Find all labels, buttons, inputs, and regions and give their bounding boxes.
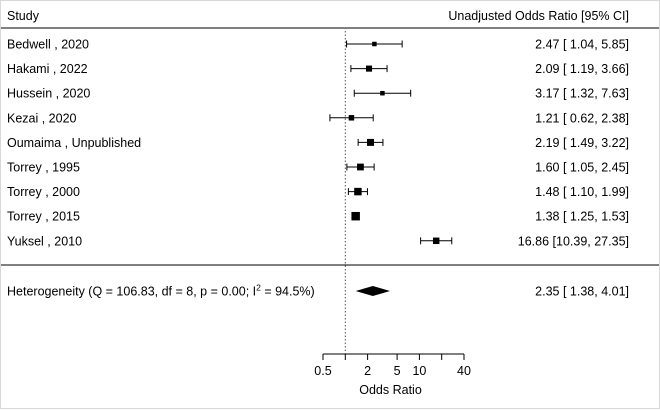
study-row: Torrey , 2000 1.48 [ 1.10, 1.99]	[7, 185, 629, 199]
heterogeneity-text: Heterogeneity (Q = 106.83, df = 8, p = 0…	[7, 285, 256, 299]
estimate-column-header: Unadjusted Odds Ratio [95% CI]	[448, 9, 629, 23]
study-name: Hakami , 2022	[7, 62, 88, 76]
study-estimate-label: 3.17 [ 1.32, 7.63]	[535, 87, 629, 101]
i-squared-superscript: 2	[256, 283, 261, 293]
point-estimate-square	[348, 115, 355, 121]
point-estimate-square	[372, 41, 377, 47]
study-row: Torrey , 2015 1.38 [ 1.25, 1.53]	[7, 210, 629, 224]
study-name: Hussein , 2020	[7, 87, 90, 101]
study-name: Torrey , 1995	[7, 161, 80, 175]
study-name: Torrey , 2015	[7, 210, 80, 224]
study-row: Kezai , 2020 1.21 [ 0.62, 2.38]	[7, 111, 629, 125]
x-axis-tick-label: 40	[457, 364, 471, 378]
study-estimate-label: 2.47 [ 1.04, 5.85]	[535, 38, 629, 52]
study-estimate-label: 2.19 [ 1.49, 3.22]	[535, 136, 629, 150]
summary-row: Heterogeneity (Q = 106.83, df = 8, p = 0…	[7, 283, 629, 299]
x-axis-tick-label: 0.5	[314, 364, 331, 378]
x-axis-tick-label: 2	[364, 364, 371, 378]
study-row: Yuksel , 2010 16.86 [10.39, 27.35]	[7, 234, 629, 248]
heterogeneity-label: Heterogeneity (Q = 106.83, df = 8, p = 0…	[7, 283, 315, 299]
study-rows: Bedwell , 2020 2.47 [ 1.04, 5.85] Hakami ,…	[7, 38, 629, 249]
summary-diamond	[355, 286, 390, 296]
study-name: Kezai , 2020	[7, 111, 77, 125]
study-estimate-label: 1.21 [ 0.62, 2.38]	[535, 111, 629, 125]
point-estimate-square	[380, 90, 385, 96]
point-estimate-square	[365, 65, 373, 72]
heterogeneity-text-end: = 94.5%)	[261, 285, 315, 299]
study-row: Torrey , 1995 1.60 [ 1.05, 2.45]	[7, 161, 629, 175]
study-estimate-label: 16.86 [10.39, 27.35]	[518, 234, 629, 248]
study-estimate-label: 2.09 [ 1.19, 3.66]	[535, 62, 629, 76]
study-row: Bedwell , 2020 2.47 [ 1.04, 5.85]	[7, 38, 629, 52]
x-axis-tick-label: 5	[394, 364, 401, 378]
point-estimate-square	[354, 187, 362, 196]
study-estimate-label: 1.48 [ 1.10, 1.99]	[535, 185, 629, 199]
summary-estimate-label: 2.35 [ 1.38, 4.01]	[535, 285, 629, 299]
study-row: Hussein , 2020 3.17 [ 1.32, 7.63]	[7, 87, 629, 101]
x-axis: 0.5 2 5 10 40 Odds Ratio	[314, 353, 471, 397]
study-name: Bedwell , 2020	[7, 38, 89, 52]
study-name: Oumaima , Unpublished	[7, 136, 141, 150]
point-estimate-square	[351, 211, 360, 221]
study-estimate-label: 1.38 [ 1.25, 1.53]	[535, 210, 629, 224]
point-estimate-square	[367, 138, 375, 146]
x-axis-label: Odds Ratio	[359, 383, 422, 397]
study-estimate-label: 1.60 [ 1.05, 2.45]	[535, 161, 629, 175]
study-name: Torrey , 2000	[7, 185, 80, 199]
study-column-header: Study	[7, 9, 40, 23]
study-name: Yuksel , 2010	[7, 234, 82, 248]
x-axis-tick-label: 10	[412, 364, 426, 378]
study-row: Oumaima , Unpublished 2.19 [ 1.49, 3.22]	[7, 136, 629, 150]
point-estimate-square	[432, 237, 440, 245]
point-estimate-square	[357, 163, 364, 171]
study-row: Hakami , 2022 2.09 [ 1.19, 3.66]	[7, 62, 629, 76]
